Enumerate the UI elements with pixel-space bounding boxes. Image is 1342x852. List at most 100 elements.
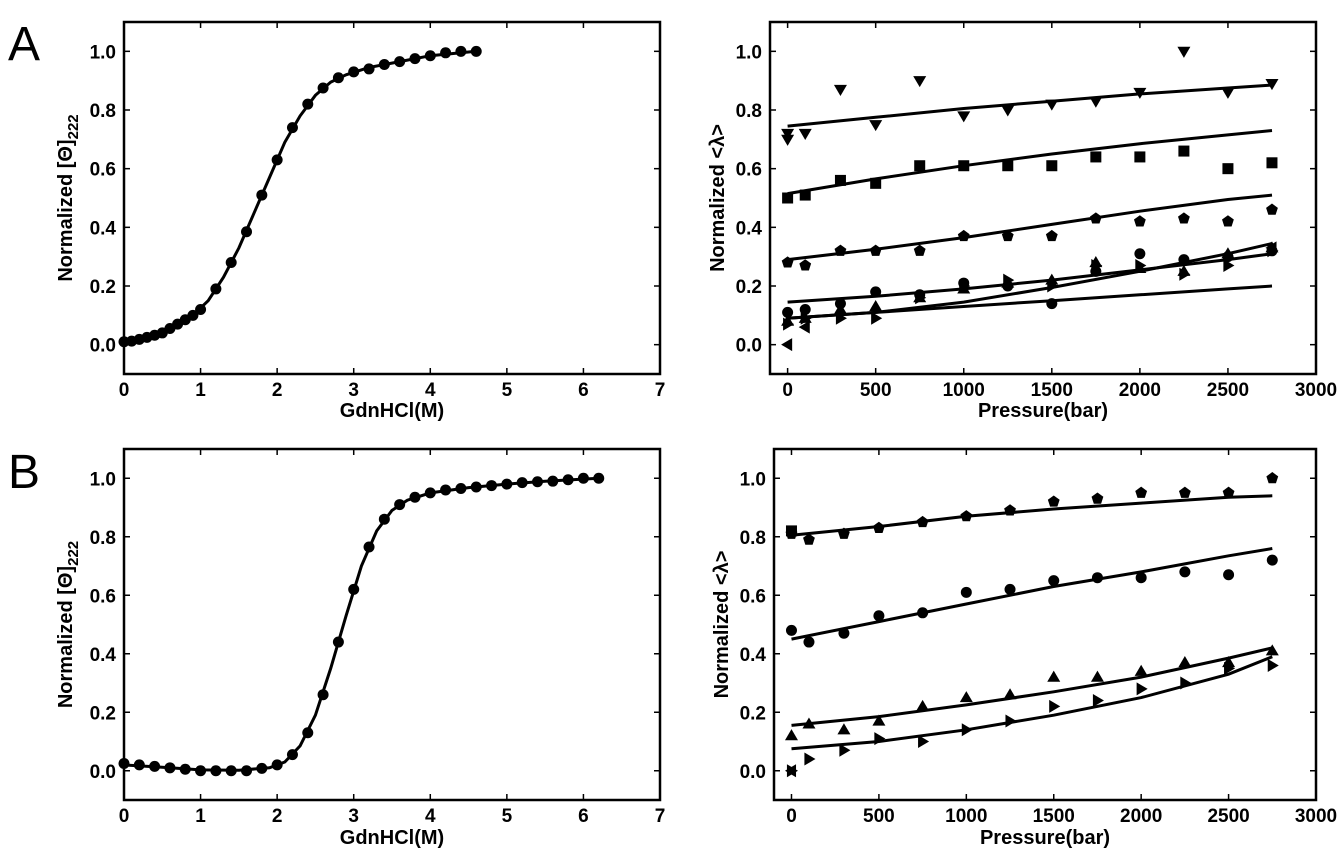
y-tick-label: 0.0 (90, 336, 116, 357)
data-point (914, 160, 926, 172)
plot-frame (122, 447, 662, 802)
data-point (409, 53, 421, 65)
y-tick-label: 1.0 (90, 42, 116, 63)
x-tick-label: 7 (655, 806, 666, 827)
data-point (781, 128, 795, 140)
data-point (1222, 486, 1235, 498)
data-point (1178, 145, 1190, 157)
data-point (118, 757, 130, 769)
data-point (1266, 203, 1278, 215)
data-point (835, 311, 847, 325)
chart-b-left: 0 1 2 3 4 5 6 7 0.0 0.2 0.4 0.6 0.8 1.0 GdnHCl(M) Norma… (55, 447, 666, 849)
data-point (241, 226, 253, 238)
data-point (1266, 472, 1279, 484)
data-point (1267, 658, 1279, 672)
x-tick-label: 2500 (1207, 806, 1249, 827)
data-point (1266, 554, 1278, 566)
data-point (455, 45, 467, 57)
y-axis-label-subscript: 222 (65, 114, 82, 139)
data-point (256, 189, 268, 201)
y-tick-label: 0.0 (740, 762, 766, 783)
data-point (873, 610, 885, 622)
y-tick-label: 0.4 (736, 218, 763, 239)
data-point (834, 244, 847, 256)
series-circle (118, 472, 605, 777)
data-point (799, 189, 811, 201)
x-tick-label: 0 (786, 806, 797, 827)
data-point (378, 513, 390, 525)
data-point (1047, 670, 1061, 682)
y-tick-label: 0.0 (736, 336, 762, 357)
y-tick-label: 0.6 (736, 160, 762, 181)
plot-frame (768, 20, 1318, 376)
data-point (870, 177, 882, 189)
x-tick-label: 3 (348, 380, 359, 401)
y-tick-label: 0.8 (90, 528, 116, 549)
x-tick-label: 2 (272, 380, 283, 401)
data-point (1221, 87, 1235, 99)
fit-line (787, 193, 1273, 262)
data-point (1091, 258, 1103, 272)
data-point (1179, 566, 1191, 578)
data-point (1133, 215, 1146, 227)
data-point (961, 723, 973, 737)
data-point (286, 749, 298, 761)
data-point (1045, 229, 1058, 242)
data-point (1004, 583, 1016, 595)
data-point (348, 66, 360, 78)
data-point (869, 244, 882, 256)
y-tick-label: 0.8 (740, 528, 766, 549)
data-point (1003, 688, 1017, 700)
data-point (577, 472, 589, 484)
data-point (378, 59, 390, 71)
data-point (869, 300, 883, 312)
data-point (1265, 644, 1279, 656)
fit-line (123, 476, 599, 772)
x-tick-label: 7 (655, 380, 666, 401)
data-point (1136, 682, 1148, 696)
data-point (455, 482, 467, 494)
data-point (803, 636, 815, 648)
series-triangle-up (784, 644, 1279, 741)
plot-frame (772, 447, 1318, 802)
x-axis-label: GdnHCl(M) (340, 827, 444, 849)
y-axis-label: Normalized <λ> (707, 124, 729, 272)
data-point (271, 759, 283, 771)
data-point (1178, 212, 1190, 224)
y-axis-label: Normalized [Θ]222 (55, 541, 82, 708)
y-axis-label-subscript: 222 (65, 541, 82, 566)
x-tick-label: 6 (578, 806, 589, 827)
data-point (210, 765, 222, 777)
data-point (1179, 267, 1191, 281)
data-point (874, 732, 886, 746)
x-tick-label: 4 (425, 806, 436, 827)
data-point (440, 484, 452, 496)
data-point (195, 303, 207, 315)
panel-letter-a: A (8, 18, 40, 71)
data-point (1266, 157, 1278, 169)
y-tick-label: 0.6 (90, 586, 116, 607)
x-axis-label: GdnHCl(M) (340, 400, 444, 422)
data-point (1177, 46, 1191, 58)
x-tick-label: 1500 (1033, 806, 1075, 827)
data-point (1049, 699, 1061, 713)
data-point (516, 477, 528, 489)
fit-line (787, 83, 1273, 128)
data-point (164, 762, 176, 774)
data-point (1092, 694, 1104, 708)
data-point (1046, 298, 1058, 310)
x-tick-label: 0 (782, 380, 793, 401)
chart-b-right: 0 500 1000 1500 2000 2500 3000 0.0 0.2 0.4 0.6 0.8 1… (711, 447, 1337, 849)
data-point (1047, 279, 1059, 293)
series-circle (118, 45, 482, 348)
data-point (785, 624, 797, 636)
data-point (869, 120, 883, 132)
data-point (562, 474, 574, 486)
data-point (917, 607, 929, 619)
data-point (799, 303, 811, 315)
series-triangle-left (784, 764, 797, 778)
data-point (317, 689, 329, 701)
data-point (1003, 273, 1015, 287)
x-tick-label: 3000 (1295, 806, 1337, 827)
